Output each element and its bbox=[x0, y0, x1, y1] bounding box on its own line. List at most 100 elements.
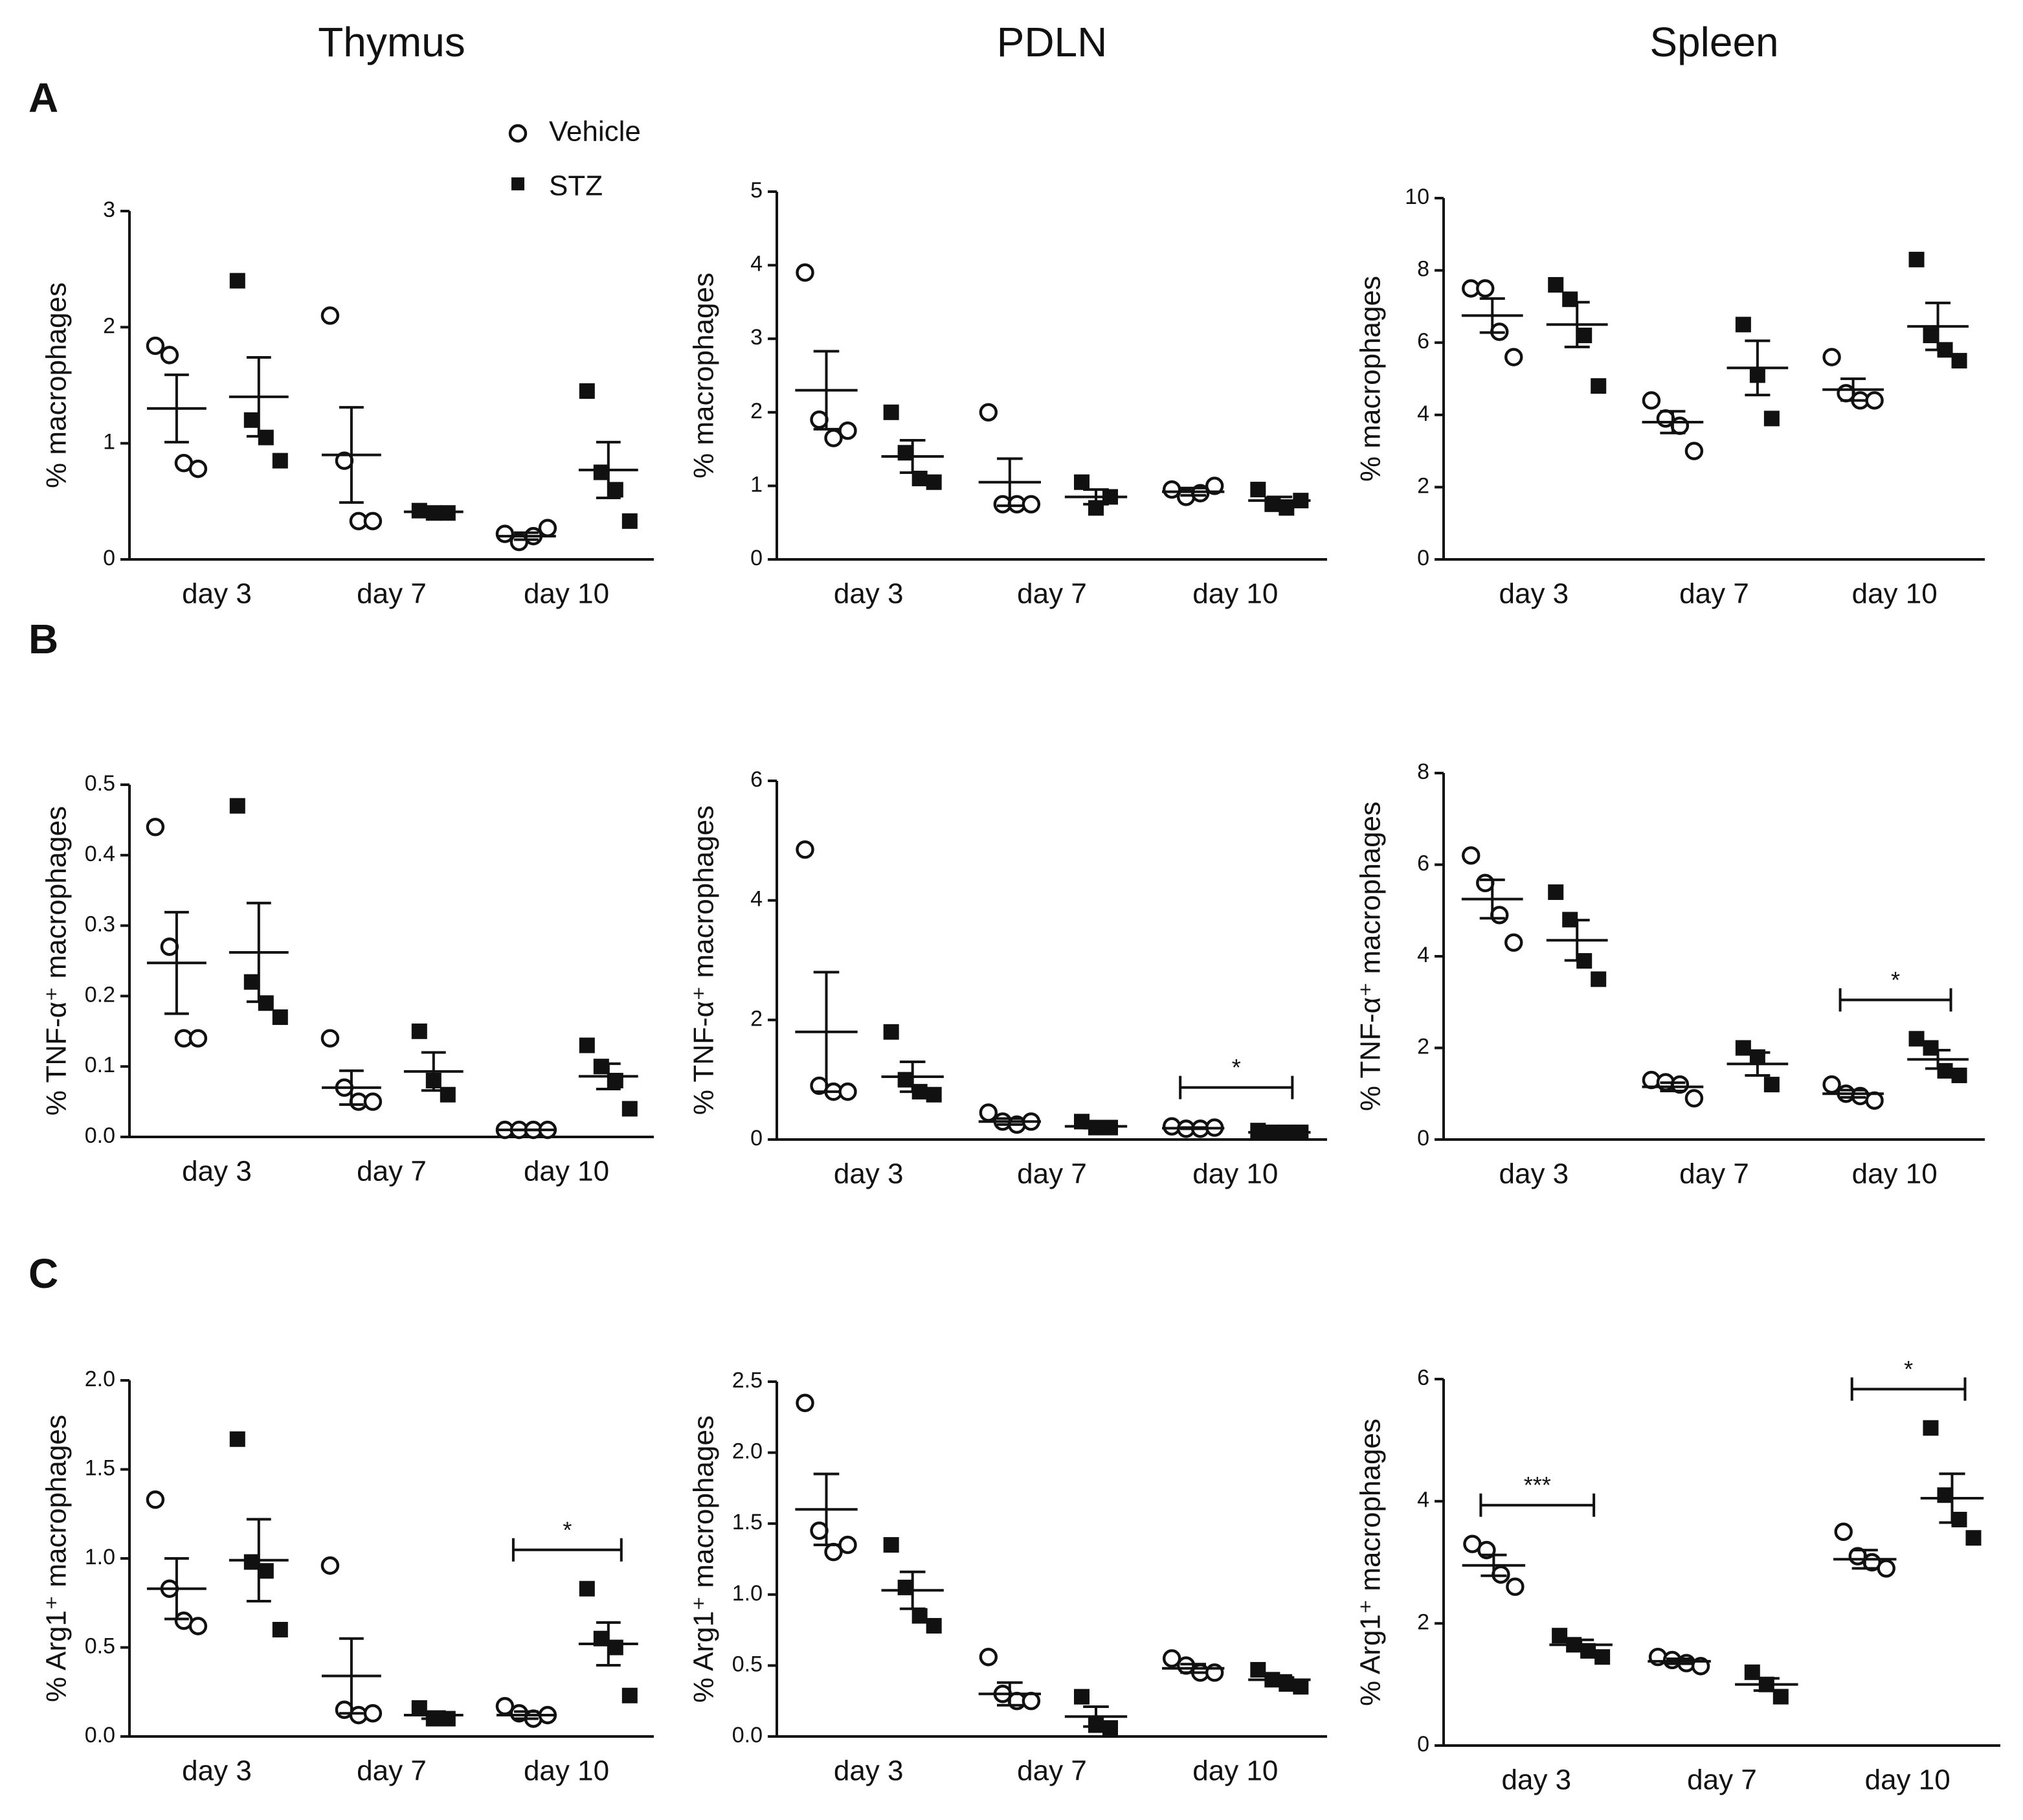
panel-label: C bbox=[28, 1250, 58, 1297]
y-tick-label: 6 bbox=[750, 767, 763, 792]
y-tick-label: 3 bbox=[103, 197, 115, 222]
y-tick-label: 1.5 bbox=[732, 1510, 763, 1534]
point bbox=[897, 1579, 913, 1595]
point bbox=[1250, 482, 1266, 498]
y-tick-label: 10 bbox=[1405, 185, 1429, 209]
point bbox=[1462, 846, 1481, 865]
y-tick-label: 2.0 bbox=[732, 1439, 763, 1464]
point bbox=[229, 798, 245, 814]
point bbox=[1865, 1091, 1884, 1110]
y-tick-label: 5 bbox=[750, 178, 763, 203]
point bbox=[1162, 480, 1181, 499]
point bbox=[883, 404, 899, 420]
y-tick-label: 1.5 bbox=[85, 1455, 115, 1480]
x-tick-label: day 3 bbox=[182, 1755, 252, 1787]
y-tick-label: 3 bbox=[750, 325, 763, 350]
y-tick-label: 8 bbox=[1417, 759, 1429, 784]
point bbox=[1951, 1067, 1967, 1083]
sig-label: * bbox=[563, 1516, 572, 1543]
y-tick-label: 6 bbox=[1417, 851, 1429, 875]
point bbox=[579, 1580, 595, 1597]
point bbox=[979, 403, 998, 421]
point bbox=[1908, 251, 1925, 267]
point bbox=[243, 1554, 260, 1570]
point bbox=[1951, 1511, 1967, 1527]
y-axis-label: % macrophages bbox=[1355, 276, 1387, 482]
x-tick-label: day 10 bbox=[1192, 578, 1278, 610]
point bbox=[1763, 1077, 1780, 1093]
y-tick-label: 0 bbox=[103, 546, 115, 570]
point bbox=[160, 938, 179, 956]
point bbox=[926, 1086, 942, 1103]
point bbox=[1923, 1420, 1939, 1436]
point bbox=[621, 1687, 638, 1703]
point bbox=[1822, 1075, 1841, 1094]
point bbox=[883, 1537, 899, 1553]
legend-label: Vehicle bbox=[549, 116, 641, 148]
sig-label: * bbox=[1904, 1356, 1913, 1382]
point bbox=[897, 1072, 913, 1088]
point bbox=[796, 263, 814, 282]
y-tick-label: 0.5 bbox=[85, 771, 115, 796]
point bbox=[593, 1059, 609, 1075]
point bbox=[1548, 276, 1564, 293]
x-tick-label: day 10 bbox=[1852, 578, 1938, 610]
point bbox=[1937, 1487, 1953, 1503]
x-tick-label: day 7 bbox=[357, 1755, 427, 1787]
point bbox=[1865, 391, 1884, 410]
y-tick-label: 0.0 bbox=[85, 1723, 115, 1747]
point bbox=[146, 818, 165, 837]
point bbox=[1594, 1649, 1611, 1665]
point bbox=[1937, 1062, 1953, 1079]
x-tick-label: day 10 bbox=[1852, 1158, 1938, 1190]
point bbox=[838, 1535, 857, 1555]
x-tick-label: day 7 bbox=[1687, 1764, 1757, 1796]
point bbox=[1279, 500, 1295, 516]
y-tick-label: 0 bbox=[750, 1126, 763, 1151]
point bbox=[1591, 378, 1607, 394]
point bbox=[229, 273, 245, 289]
point bbox=[1763, 410, 1780, 427]
x-tick-label: day 3 bbox=[834, 578, 904, 610]
y-tick-label: 0.5 bbox=[85, 1634, 115, 1658]
y-tick-label: 2 bbox=[1417, 1034, 1429, 1059]
point bbox=[810, 1521, 829, 1540]
point bbox=[188, 1617, 208, 1635]
y-tick-label: 1 bbox=[750, 472, 763, 497]
sig-label: *** bbox=[1524, 1472, 1551, 1498]
point bbox=[1476, 873, 1495, 893]
point bbox=[1102, 1720, 1118, 1736]
x-tick-label: day 7 bbox=[1679, 1158, 1749, 1190]
point bbox=[363, 511, 383, 531]
column-title: Spleen bbox=[1649, 19, 1778, 65]
y-axis-label: % Arg1⁺ macrophages bbox=[1355, 1419, 1387, 1706]
point bbox=[1552, 1628, 1568, 1644]
point bbox=[883, 1024, 899, 1040]
point bbox=[411, 1023, 427, 1039]
point bbox=[1022, 495, 1041, 513]
x-tick-label: day 10 bbox=[524, 578, 609, 610]
x-tick-label: day 3 bbox=[1499, 578, 1569, 610]
point bbox=[495, 524, 515, 543]
y-tick-label: 1 bbox=[103, 430, 115, 455]
point bbox=[1074, 474, 1090, 490]
y-axis-label: % macrophages bbox=[688, 273, 720, 478]
point bbox=[796, 840, 814, 859]
point bbox=[1684, 442, 1704, 460]
point bbox=[607, 482, 623, 498]
y-axis-label: % TNF-α⁺ macrophages bbox=[41, 806, 73, 1116]
point bbox=[1670, 416, 1690, 435]
y-tick-label: 4 bbox=[1417, 943, 1429, 967]
x-tick-label: day 10 bbox=[524, 1755, 609, 1787]
x-tick-label: day 7 bbox=[357, 1156, 427, 1187]
point bbox=[1908, 1031, 1925, 1047]
y-tick-label: 0 bbox=[1417, 1126, 1429, 1151]
point bbox=[897, 445, 913, 461]
column-title: Thymus bbox=[318, 19, 465, 65]
x-tick-label: day 7 bbox=[1679, 578, 1749, 610]
point bbox=[1642, 391, 1661, 410]
x-tick-label: day 3 bbox=[834, 1755, 904, 1787]
x-tick-label: day 10 bbox=[1192, 1158, 1278, 1190]
point bbox=[926, 1618, 942, 1634]
